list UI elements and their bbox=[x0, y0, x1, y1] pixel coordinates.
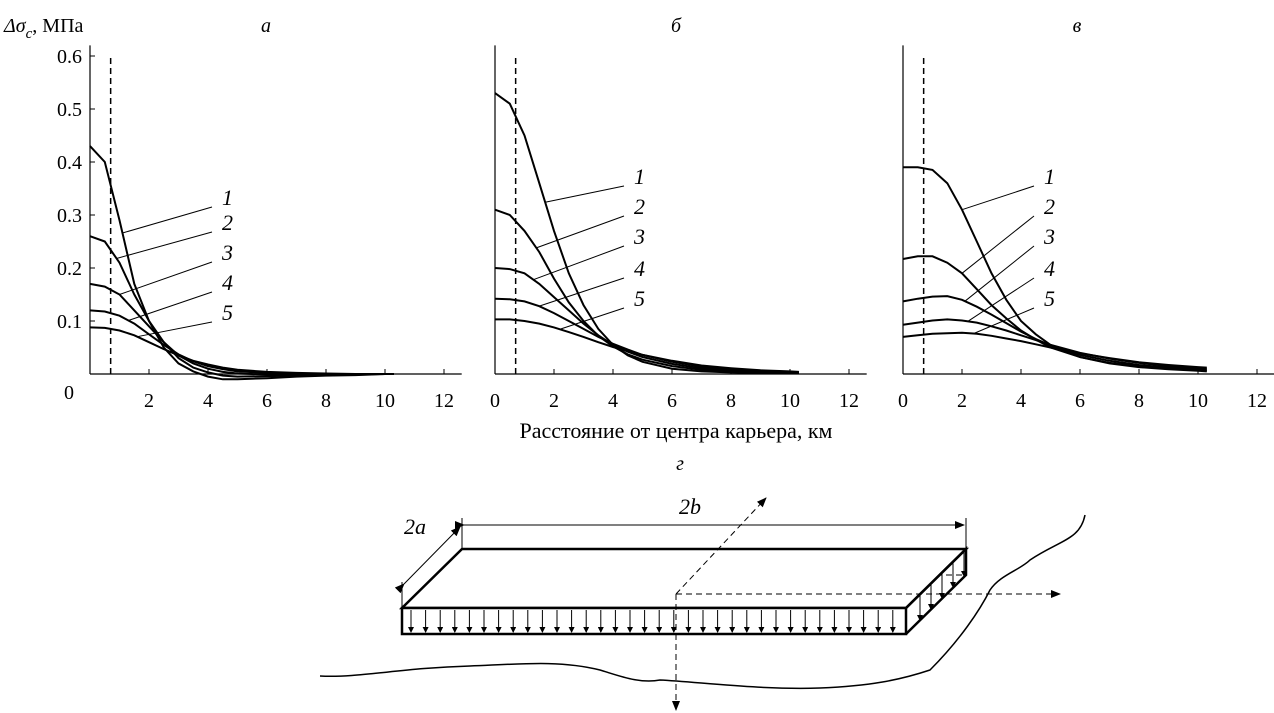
leader-line bbox=[137, 321, 213, 338]
x-tick-label: 2 bbox=[144, 390, 154, 412]
width-label: 2a bbox=[404, 514, 426, 539]
series-label: 1 bbox=[222, 185, 233, 210]
x-tick-label: 12 bbox=[434, 390, 454, 412]
series-label: 2 bbox=[222, 210, 233, 235]
y-tick-label: 0.5 bbox=[57, 99, 82, 121]
leader-line bbox=[116, 231, 213, 259]
x-tick-label: 4 bbox=[1016, 390, 1026, 412]
x-tick-label: 10 bbox=[1188, 390, 1208, 412]
y-tick-label: 0 bbox=[64, 382, 74, 404]
series-label: 4 bbox=[1044, 256, 1055, 281]
terrain bbox=[319, 514, 1086, 690]
curve bbox=[89, 326, 394, 375]
y-tick-label: 0.6 bbox=[57, 46, 82, 68]
series-label: 5 bbox=[634, 286, 645, 311]
slab-top bbox=[398, 547, 970, 610]
series-label: 3 bbox=[1043, 224, 1055, 249]
curve bbox=[494, 92, 799, 375]
leader-line bbox=[545, 185, 625, 203]
length-label: 2b bbox=[679, 494, 701, 519]
series-label: 5 bbox=[1044, 286, 1055, 311]
leader-line bbox=[559, 307, 625, 330]
x-tick-label: 6 bbox=[1075, 390, 1085, 412]
width-dimension bbox=[394, 526, 461, 594]
y-label-symbol: Δσ bbox=[3, 15, 27, 37]
leader-line bbox=[539, 277, 625, 307]
curve bbox=[902, 331, 1207, 369]
slab-side bbox=[905, 546, 968, 635]
x-tick-label: 10 bbox=[375, 390, 395, 412]
leader-line bbox=[128, 291, 213, 321]
x-axis-label: Расстояние от центра карьера, км bbox=[520, 418, 833, 443]
leader-line bbox=[536, 215, 625, 249]
x-tick-label: 0 bbox=[490, 390, 500, 412]
leader-line bbox=[961, 215, 1035, 274]
x-tick-label: 12 bbox=[1247, 390, 1267, 412]
leader-line bbox=[967, 277, 1035, 322]
series-label: 1 bbox=[634, 164, 645, 189]
series-label: 1 bbox=[1044, 164, 1055, 189]
curve bbox=[902, 318, 1207, 370]
x-tick-label: 6 bbox=[262, 390, 272, 412]
y-label-unit: , МПа bbox=[32, 15, 83, 37]
x-tick-label: 6 bbox=[667, 390, 677, 412]
series-label: 4 bbox=[634, 256, 645, 281]
curve bbox=[89, 145, 394, 381]
x-tick-label: 8 bbox=[1134, 390, 1144, 412]
series-label: 3 bbox=[633, 224, 645, 249]
panel-title: б bbox=[671, 15, 682, 37]
y-tick-label: 0.1 bbox=[57, 311, 82, 333]
leader-line bbox=[964, 245, 1035, 302]
x-tick-label: 8 bbox=[726, 390, 736, 412]
curve bbox=[494, 208, 799, 374]
y-tick-label: 0.2 bbox=[57, 258, 82, 280]
curve bbox=[495, 318, 799, 373]
x-tick-label: 8 bbox=[321, 390, 331, 412]
x-tick-label: 12 bbox=[839, 390, 859, 412]
x-tick-label: 2 bbox=[957, 390, 967, 412]
diagram: г 2b 2a bbox=[319, 453, 1086, 711]
curve bbox=[902, 295, 1207, 371]
x-tick-label: 10 bbox=[780, 390, 800, 412]
leader-line bbox=[973, 307, 1035, 334]
leader-line bbox=[122, 206, 213, 234]
diagram-title: г bbox=[676, 453, 684, 475]
series-label: 4 bbox=[222, 270, 233, 295]
leader-line bbox=[119, 261, 213, 295]
slab-front bbox=[400, 606, 908, 636]
y-label-subscript: c bbox=[26, 26, 33, 42]
x-tick-label: 2 bbox=[549, 390, 559, 412]
x-tick-label: 0 bbox=[898, 390, 908, 412]
series-label: 2 bbox=[634, 194, 645, 219]
x-tick-label: 4 bbox=[203, 390, 213, 412]
load-arrows bbox=[408, 550, 967, 633]
leader-line bbox=[533, 245, 625, 281]
y-tick-label: 0.4 bbox=[57, 152, 82, 174]
series-label: 2 bbox=[1044, 194, 1055, 219]
panel-title: в bbox=[1073, 15, 1082, 37]
axis-y bbox=[675, 497, 767, 595]
curve bbox=[494, 267, 799, 374]
y-tick-label: 0.3 bbox=[57, 205, 82, 227]
panel-title: а bbox=[261, 15, 271, 37]
curve bbox=[89, 235, 394, 378]
x-tick-label: 4 bbox=[608, 390, 618, 412]
curve bbox=[89, 309, 394, 375]
leader-line bbox=[961, 185, 1035, 211]
series-label: 3 bbox=[221, 240, 233, 265]
series-label: 5 bbox=[222, 300, 233, 325]
y-axis-label: Δσc, МПа bbox=[3, 15, 84, 42]
